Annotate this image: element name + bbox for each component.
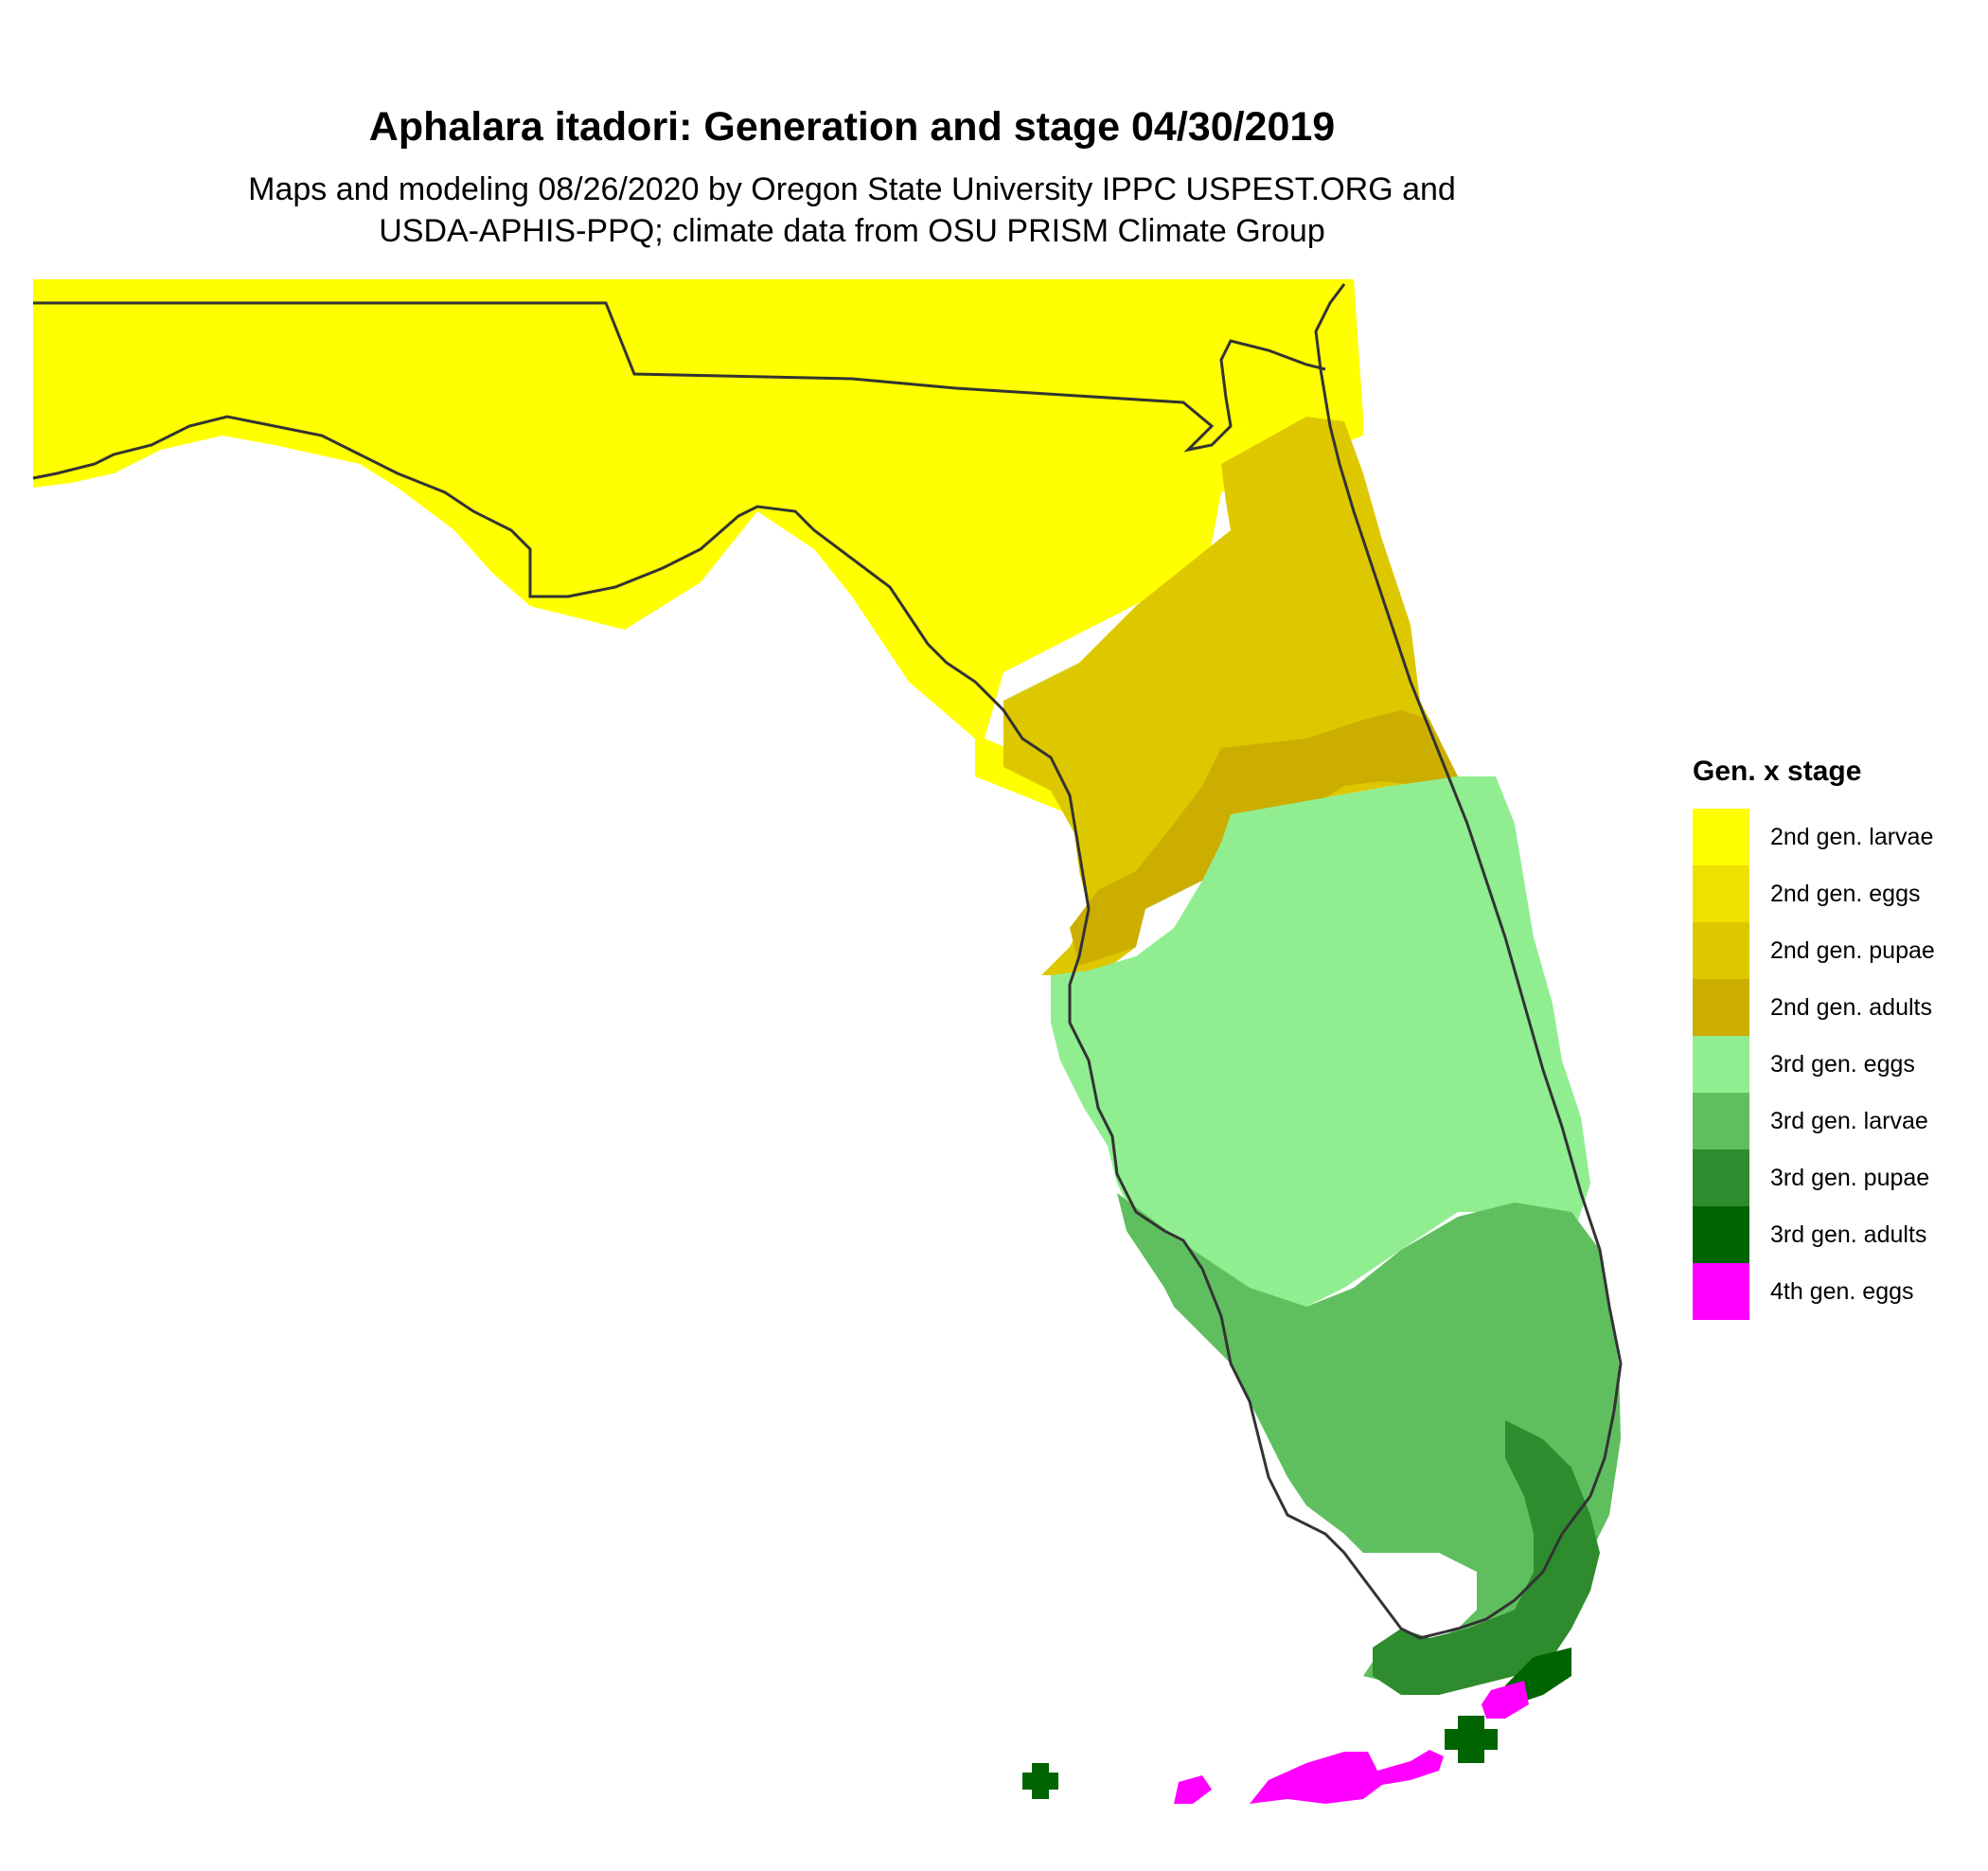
subtitle-line-2: USDA-APHIS-PPQ; climate data from OSU PR… — [379, 213, 1325, 249]
legend-swatch — [1693, 809, 1749, 865]
region-4th-gen-eggs-keys — [1250, 1750, 1444, 1804]
legend-label: 3rd gen. adults — [1770, 1221, 1927, 1248]
legend-item: 4th gen. eggs — [1693, 1263, 1935, 1320]
legend-label: 4th gen. eggs — [1770, 1277, 1914, 1305]
legend-label: 3rd gen. larvae — [1770, 1107, 1928, 1134]
legend-item: 3rd gen. pupae — [1693, 1149, 1935, 1206]
legend: Gen. x stage 2nd gen. larvae 2nd gen. eg… — [1693, 756, 1935, 1320]
legend-item: 3rd gen. eggs — [1693, 1036, 1935, 1093]
florida-outline — [32, 283, 1623, 1640]
legend-swatch — [1693, 1093, 1749, 1149]
legend-label: 3rd gen. pupae — [1770, 1164, 1930, 1191]
legend-swatch — [1693, 922, 1749, 979]
legend-swatch — [1693, 979, 1749, 1036]
region-3rd-gen-eggs — [1051, 776, 1590, 1307]
subtitle-line-1: Maps and modeling 08/26/2020 by Oregon S… — [248, 171, 1456, 207]
region-4th-gen-eggs-small-key — [1174, 1775, 1212, 1804]
georgia-alabama-border — [33, 301, 1326, 453]
legend-swatch — [1693, 1263, 1749, 1320]
florida-map — [32, 279, 1623, 1804]
region-3rd-gen-pupae — [1373, 1420, 1600, 1695]
legend-title: Gen. x stage — [1693, 756, 1862, 787]
region-4th-gen-eggs — [1482, 1681, 1529, 1719]
legend-swatch — [1693, 1036, 1749, 1093]
legend-label: 2nd gen. larvae — [1770, 823, 1934, 850]
region-2nd-gen-adults — [1070, 710, 1458, 966]
region-3rd-gen-adults-keys — [1445, 1716, 1498, 1763]
map-title: Aphalara itadori: Generation and stage 0… — [368, 104, 1336, 150]
region-2nd-gen-pupae — [1003, 417, 1448, 975]
legend-item: 2nd gen. larvae — [1693, 809, 1935, 865]
legend-label: 2nd gen. pupae — [1770, 936, 1935, 964]
legend-item: 2nd gen. adults — [1693, 979, 1935, 1036]
region-2nd-gen-larvae — [33, 279, 1363, 814]
legend-label: 2nd gen. adults — [1770, 993, 1932, 1021]
map-subtitle: Maps and modeling 08/26/2020 by Oregon S… — [0, 169, 1704, 252]
legend-item: 2nd gen. pupae — [1693, 922, 1935, 979]
legend-label: 3rd gen. eggs — [1770, 1050, 1915, 1078]
region-3rd-gen-adults-west-key — [1022, 1763, 1058, 1799]
legend-item: 2nd gen. eggs — [1693, 865, 1935, 922]
legend-item: 3rd gen. larvae — [1693, 1093, 1935, 1149]
legend-swatch — [1693, 1206, 1749, 1263]
legend-label: 2nd gen. eggs — [1770, 880, 1921, 907]
legend-item: 3rd gen. adults — [1693, 1206, 1935, 1263]
legend-items: 2nd gen. larvae 2nd gen. eggs 2nd gen. p… — [1693, 809, 1935, 1320]
region-3rd-gen-larvae — [1117, 1193, 1621, 1685]
legend-swatch — [1693, 865, 1749, 922]
legend-swatch — [1693, 1149, 1749, 1206]
